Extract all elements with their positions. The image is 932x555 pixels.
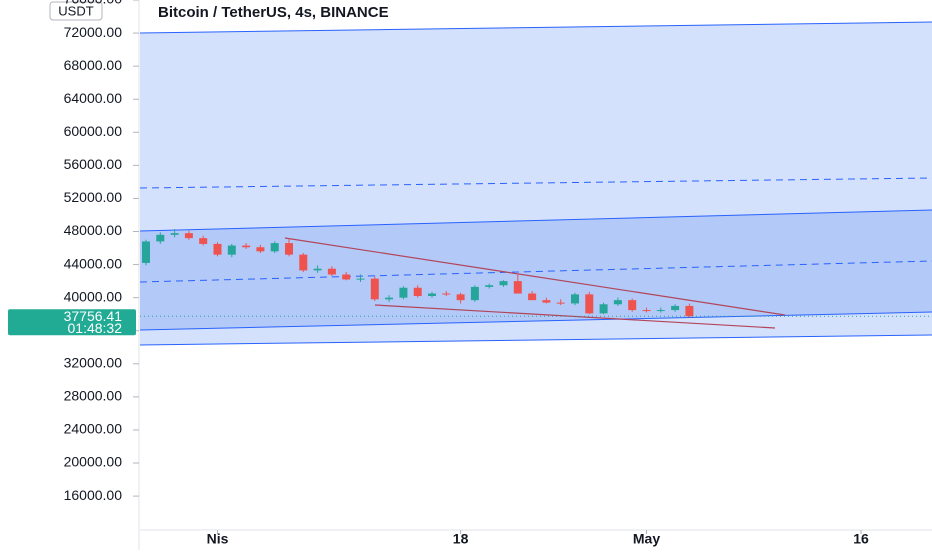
chart-title: Bitcoin / TetherUS, 4s, BINANCE	[158, 4, 389, 21]
y-tick-label: 72000.00	[64, 24, 123, 40]
last-price: 37756.41	[64, 308, 123, 324]
candle-body	[599, 304, 608, 314]
candle-body	[370, 278, 379, 300]
currency-box[interactable]	[49, 1, 103, 21]
countdown: 01:48:32	[68, 320, 123, 336]
y-tick-label: 20000.00	[64, 454, 123, 470]
y-axis-panel	[0, 0, 138, 550]
candle-body	[156, 234, 165, 242]
candle-body	[585, 294, 594, 314]
candle-body	[342, 274, 351, 280]
y-tick-label: 48000.00	[64, 222, 123, 238]
candle-body	[142, 241, 150, 263]
y-tick-label: 64000.00	[64, 90, 123, 106]
y-tick-label: 44000.00	[64, 255, 123, 271]
channel-line	[139, 311, 932, 331]
last-price-box	[8, 309, 136, 336]
candle-body	[513, 281, 522, 294]
candle-body	[485, 285, 494, 287]
y-tick-label: 28000.00	[64, 388, 123, 404]
candle-body	[656, 310, 665, 312]
channel-line	[139, 334, 932, 346]
candle-body	[542, 300, 551, 303]
x-tick-label: 16	[853, 531, 869, 547]
currency: USDT	[58, 3, 93, 18]
channel-line	[139, 21, 932, 34]
candle-body	[671, 305, 680, 311]
y-tick-label: 24000.00	[64, 421, 123, 437]
candle-body	[470, 286, 479, 301]
candle-body	[313, 268, 322, 271]
candle-body	[170, 233, 179, 235]
y-tick-label: 76000.00	[64, 0, 123, 7]
inner-channel	[140, 210, 932, 330]
trend-line	[374, 304, 776, 329]
y-tick-label: 56000.00	[64, 156, 123, 172]
trend-line	[284, 237, 786, 316]
candle-body	[227, 245, 236, 255]
channel-midline	[139, 177, 932, 189]
x-tick-label: May	[633, 531, 660, 547]
candle-body	[256, 247, 265, 252]
y-tick-label: 52000.00	[64, 189, 123, 205]
y-tick-label: 60000.00	[64, 123, 123, 139]
candle-body	[213, 243, 222, 255]
candle-body	[571, 294, 579, 304]
candle-body	[270, 243, 279, 252]
candle-body	[613, 300, 622, 305]
candle-body	[413, 287, 422, 297]
candle-body	[642, 310, 651, 312]
candle-body	[399, 287, 408, 298]
candle-body	[385, 297, 394, 300]
candle-body	[428, 293, 436, 297]
x-tick-label: 18	[453, 531, 469, 547]
y-tick-label: 68000.00	[64, 57, 123, 73]
candle-body	[628, 300, 637, 311]
candle-body	[299, 254, 308, 271]
drawings	[139, 21, 932, 346]
candle-body	[242, 245, 251, 248]
channel-line	[139, 209, 932, 232]
candle-body	[356, 278, 365, 280]
candle-body	[199, 238, 208, 244]
y-tick-label: 32000.00	[64, 355, 123, 371]
y-tick-label: 40000.00	[64, 288, 123, 304]
candle-body	[456, 294, 465, 301]
candle-body	[685, 305, 694, 317]
candle-body	[528, 293, 537, 301]
candle-body	[285, 243, 293, 255]
candle-body	[442, 293, 451, 295]
channel-midline	[139, 260, 932, 283]
x-tick-label: Nis	[207, 531, 229, 547]
candle-body	[499, 281, 508, 286]
candle-body	[184, 233, 193, 239]
candle-body	[556, 302, 565, 304]
candle-body	[327, 268, 336, 275]
y-tick-label: 16000.00	[64, 487, 123, 503]
